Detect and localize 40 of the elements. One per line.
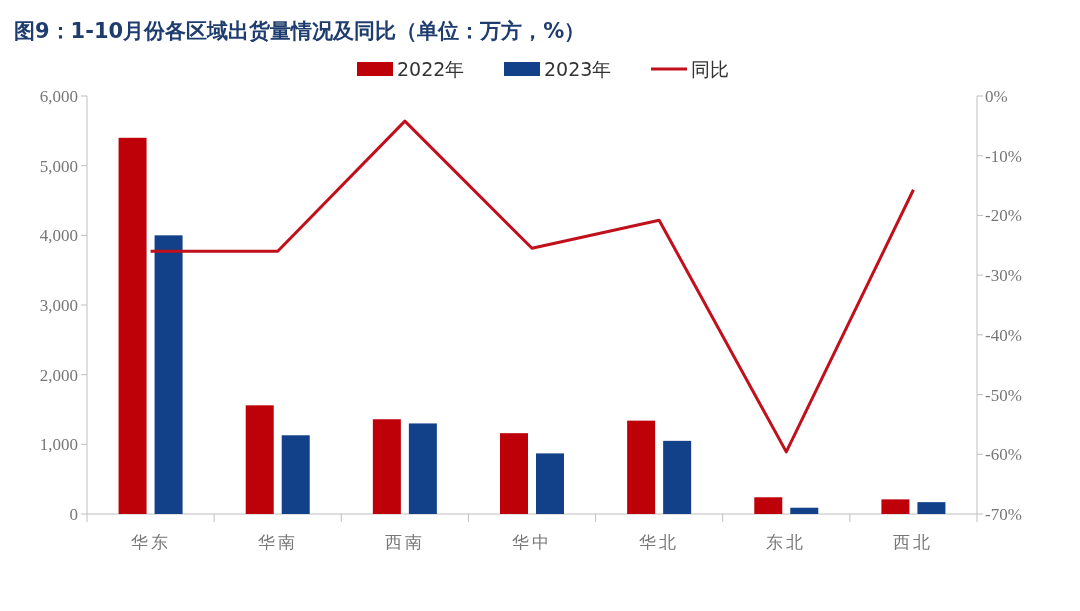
bar xyxy=(536,453,564,514)
x-tick-label: 华南 xyxy=(257,532,298,552)
chart-title: 图9：1-10月份各区域出货量情况及同比（单位：万方，%） xyxy=(14,19,586,43)
bar xyxy=(754,497,783,514)
bar xyxy=(245,405,274,514)
y-tick-label: 6,000 xyxy=(39,87,78,106)
y-tick-label: 3,000 xyxy=(39,296,78,315)
y2-tick-label: -60% xyxy=(985,445,1022,465)
y2-tick-label: -70% xyxy=(985,505,1022,524)
y-tick-label: 4,000 xyxy=(39,226,78,246)
bar xyxy=(627,420,656,514)
bar xyxy=(881,499,910,514)
legend-label: 同比 xyxy=(691,58,729,80)
y-tick-label: 0 xyxy=(69,505,78,524)
x-tick-label: 西南 xyxy=(384,532,425,552)
y-tick-label: 2,000 xyxy=(39,365,78,385)
bar xyxy=(408,423,437,514)
bar xyxy=(790,507,819,514)
y2-tick-label: -30% xyxy=(985,266,1022,286)
bar xyxy=(154,235,183,514)
x-tick-label: 西北 xyxy=(893,532,934,552)
x-tick-label: 华中 xyxy=(512,532,552,552)
y2-tick-label: 0% xyxy=(985,87,1008,106)
x-tick-label: 华东 xyxy=(130,532,171,552)
bar xyxy=(663,440,692,514)
x-tick-label: 东北 xyxy=(766,532,807,552)
y2-tick-label: -40% xyxy=(985,325,1022,345)
y2-tick-label: -20% xyxy=(985,206,1022,226)
y2-tick-label: -10% xyxy=(985,146,1022,166)
x-tick-label: 华北 xyxy=(639,532,680,552)
legend-label: 2023年 xyxy=(544,58,612,80)
legend-label: 2022年 xyxy=(397,58,465,80)
bar xyxy=(281,435,310,514)
y-tick-label: 5,000 xyxy=(39,156,78,176)
y2-tick-label: -50% xyxy=(985,385,1022,405)
y-tick-label: 1,000 xyxy=(39,435,78,455)
bar xyxy=(118,137,147,514)
bar xyxy=(372,419,401,514)
bar xyxy=(500,433,528,514)
bar xyxy=(917,502,946,514)
